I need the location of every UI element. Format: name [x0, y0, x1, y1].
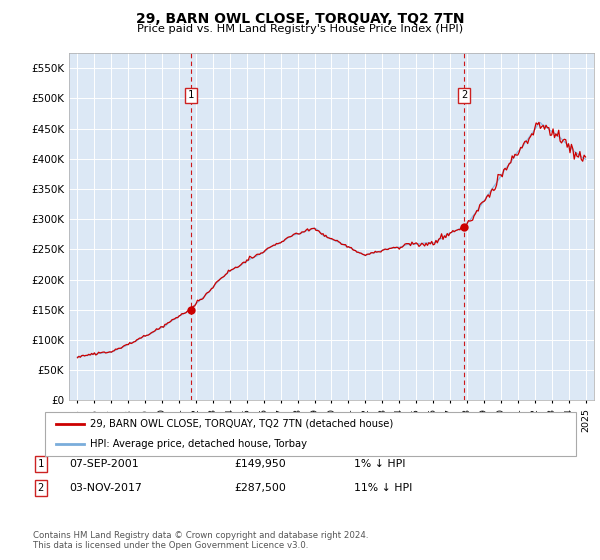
Text: £149,950: £149,950	[234, 459, 286, 469]
Text: 2: 2	[461, 91, 467, 100]
Text: 1: 1	[188, 91, 194, 100]
Text: 1% ↓ HPI: 1% ↓ HPI	[354, 459, 406, 469]
Text: 11% ↓ HPI: 11% ↓ HPI	[354, 483, 412, 493]
Text: 29, BARN OWL CLOSE, TORQUAY, TQ2 7TN: 29, BARN OWL CLOSE, TORQUAY, TQ2 7TN	[136, 12, 464, 26]
Text: Price paid vs. HM Land Registry's House Price Index (HPI): Price paid vs. HM Land Registry's House …	[137, 24, 463, 34]
Text: 1: 1	[38, 459, 44, 469]
Text: HPI: Average price, detached house, Torbay: HPI: Average price, detached house, Torb…	[90, 439, 307, 449]
Text: 2: 2	[38, 483, 44, 493]
Text: Contains HM Land Registry data © Crown copyright and database right 2024.
This d: Contains HM Land Registry data © Crown c…	[33, 530, 368, 550]
Text: £287,500: £287,500	[234, 483, 286, 493]
Text: 03-NOV-2017: 03-NOV-2017	[69, 483, 142, 493]
Text: 29, BARN OWL CLOSE, TORQUAY, TQ2 7TN (detached house): 29, BARN OWL CLOSE, TORQUAY, TQ2 7TN (de…	[90, 419, 393, 429]
Text: 07-SEP-2001: 07-SEP-2001	[69, 459, 139, 469]
